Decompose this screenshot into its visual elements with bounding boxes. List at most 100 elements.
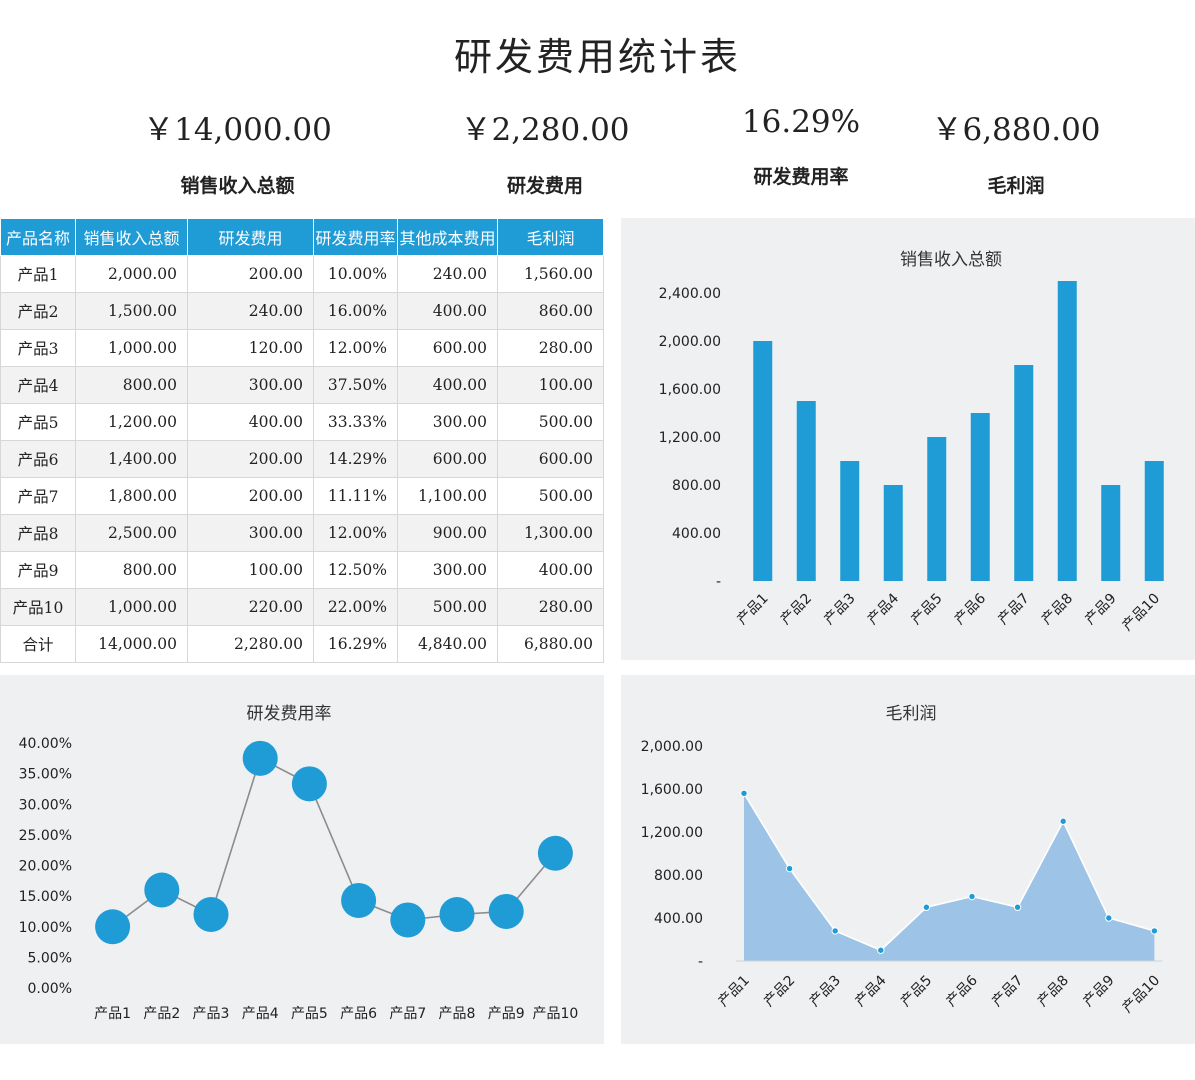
cell-sales: 1,500.00 <box>75 292 188 330</box>
table-row: 产品10 1,000.00 220.00 22.00% 500.00 280.00 <box>0 588 604 626</box>
x-tick-label: 产品7 <box>989 973 1026 1010</box>
table-row: 产品2 1,500.00 240.00 16.00% 400.00 860.00 <box>0 292 604 330</box>
header-sales-total: 销售收入总额 <box>75 218 188 256</box>
data-table: 产品名称 销售收入总额 研发费用 研发费用率 其他成本费用 毛利润 产品1 2,0… <box>0 218 604 663</box>
cell-name: 产品8 <box>0 514 76 552</box>
y-tick-label: 15.00% <box>19 889 72 905</box>
kpi-sales-total-label: 销售收入总额 <box>180 175 295 197</box>
table-row: 产品4 800.00 300.00 37.50% 400.00 100.00 <box>0 366 604 404</box>
kpi-rd-rate-label: 研发费用率 <box>753 166 849 188</box>
header-rd-rate: 研发费用率 <box>313 218 398 256</box>
cell-rd-rate: 22.00% <box>313 588 398 626</box>
cell-other-cost: 400.00 <box>397 366 498 404</box>
table-row: 产品3 1,000.00 120.00 12.00% 600.00 280.00 <box>0 329 604 367</box>
header-other-cost: 其他成本费用 <box>397 218 498 256</box>
x-tick-label: 产品7 <box>389 1006 426 1022</box>
kpi-gross-profit-label: 毛利润 <box>987 175 1045 197</box>
cell-rd-cost: 300.00 <box>187 514 314 552</box>
rd-rate-line-chart: 研发费用率 0.00% 5.00% 10.00% 15.00% 20.00% 25.00%… <box>19 704 579 1022</box>
cell-name: 产品6 <box>0 440 76 478</box>
x-tick-label: 产品3 <box>821 591 858 628</box>
y-tick-label: 1,200.00 <box>641 825 703 841</box>
page-title: 研发费用统计表 <box>453 35 741 79</box>
cell-gross-profit: 500.00 <box>497 477 604 515</box>
cell-sales: 2,000.00 <box>75 255 188 293</box>
x-tick-label: 产品9 <box>1082 591 1119 628</box>
y-tick-label: 0.00% <box>28 981 72 997</box>
cell-sales: 1,200.00 <box>75 403 188 441</box>
x-tick-label: 产品8 <box>1035 973 1072 1010</box>
cell-gross-profit: 280.00 <box>497 329 604 367</box>
table-row: 产品6 1,400.00 200.00 14.29% 600.00 600.00 <box>0 440 604 478</box>
cell-name: 产品9 <box>0 551 76 589</box>
cell-name: 产品7 <box>0 477 76 515</box>
gross-profit-area-chart: 毛利润 - 400.00 800.00 1,200.00 1,600.00 2,000.0… <box>641 704 1164 1016</box>
x-tick-label: 产品6 <box>952 590 989 627</box>
cell-rd-rate: 33.33% <box>313 403 398 441</box>
cell-name: 产品4 <box>0 366 76 404</box>
y-tick-label: - <box>716 574 721 590</box>
bar <box>927 437 947 581</box>
x-tick-label: 产品7 <box>995 591 1032 628</box>
cell-gross-profit: 400.00 <box>497 551 604 589</box>
x-tick-label: 产品9 <box>488 1006 525 1022</box>
table-row: 产品1 2,000.00 200.00 10.00% 240.00 1,560.00 <box>0 255 604 293</box>
data-point <box>785 864 794 873</box>
data-point <box>341 882 377 918</box>
data-point <box>537 835 573 871</box>
bar <box>1014 365 1034 581</box>
x-tick-label: 产品1 <box>715 973 752 1010</box>
y-tick-label: 35.00% <box>19 767 72 783</box>
data-point <box>922 903 931 911</box>
x-tick-label: 产品8 <box>1039 591 1076 628</box>
table-row: 产品8 2,500.00 300.00 12.00% 900.00 1,300.00 <box>0 514 604 552</box>
cell-other-cost: 600.00 <box>397 329 498 367</box>
cell-other-cost: 1,100.00 <box>397 477 498 515</box>
cell-rd-cost: 400.00 <box>187 403 314 441</box>
cell-sales: 1,000.00 <box>75 588 188 626</box>
cell-other-cost: 600.00 <box>397 440 498 478</box>
x-tick-label: 产品2 <box>761 973 798 1010</box>
y-tick-label: 2,000.00 <box>641 739 703 755</box>
x-tick-label: 产品2 <box>778 591 815 628</box>
cell-other-cost: 4,840.00 <box>397 625 498 663</box>
y-tick-label: 400.00 <box>672 526 721 542</box>
x-tick-label: 产品2 <box>143 1006 180 1022</box>
cell-rd-rate: 14.29% <box>313 440 398 478</box>
cell-rd-rate: 12.50% <box>313 551 398 589</box>
data-point <box>95 909 131 945</box>
cell-rd-rate: 16.29% <box>313 625 398 663</box>
bar <box>1057 281 1077 581</box>
x-tick-label: 产品6 <box>340 1006 377 1022</box>
cell-rd-rate: 37.50% <box>313 366 398 404</box>
bar <box>753 341 773 581</box>
bar <box>970 413 990 581</box>
cell-sales: 800.00 <box>75 366 188 404</box>
cell-gross-profit: 600.00 <box>497 440 604 478</box>
data-point <box>488 893 524 929</box>
gross-profit-chart-panel: 毛利润 - 400.00 800.00 1,200.00 1,600.00 2,000.0… <box>621 675 1195 1044</box>
y-tick-label: 30.00% <box>19 797 72 813</box>
x-tick-label: 产品5 <box>898 973 935 1010</box>
chart-title: 毛利润 <box>886 704 937 724</box>
cell-name: 产品1 <box>0 255 76 293</box>
cell-rd-cost: 200.00 <box>187 255 314 293</box>
header-product-name: 产品名称 <box>0 218 76 256</box>
x-tick-label: 产品4 <box>852 972 889 1009</box>
cell-gross-profit: 500.00 <box>497 403 604 441</box>
y-tick-label: 1,600.00 <box>659 382 721 398</box>
y-tick-label: 5.00% <box>28 950 72 966</box>
cell-other-cost: 900.00 <box>397 514 498 552</box>
data-point <box>242 740 278 776</box>
chart-title: 研发费用率 <box>247 704 332 724</box>
x-tick-label: 产品9 <box>1080 973 1117 1010</box>
area-outline <box>743 792 1155 952</box>
data-point <box>1150 927 1159 935</box>
cell-rd-rate: 11.11% <box>313 477 398 515</box>
table-row: 产品5 1,200.00 400.00 33.33% 300.00 500.00 <box>0 403 604 441</box>
cell-sales: 800.00 <box>75 551 188 589</box>
kpi-rd-rate-value: 16.29% <box>741 104 861 140</box>
chart-title: 销售收入总额 <box>900 250 1002 270</box>
x-tick-label: 产品10 <box>1119 591 1163 635</box>
x-tick-label: 产品4 <box>865 590 902 627</box>
